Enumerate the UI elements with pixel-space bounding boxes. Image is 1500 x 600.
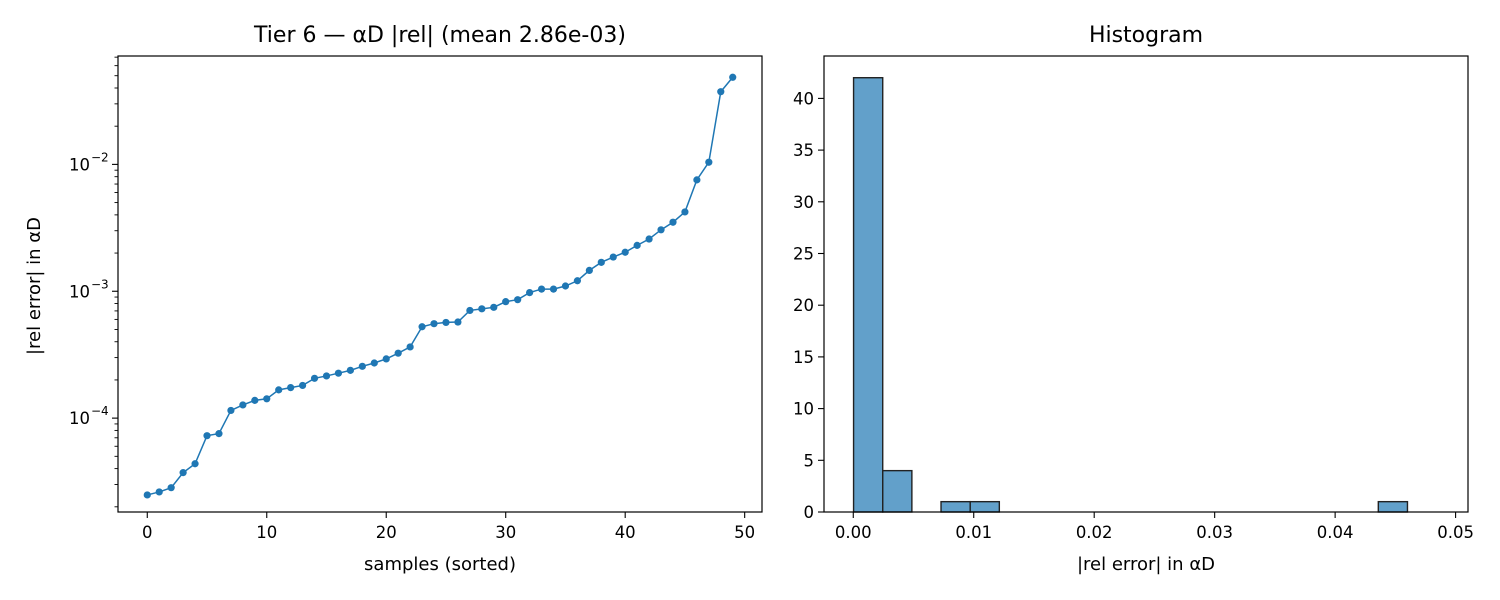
data-point [705, 158, 713, 166]
x-tick-label: 0.02 [1076, 523, 1113, 542]
line-chart-xlabel: samples (sorted) [364, 554, 516, 575]
data-point [322, 372, 331, 380]
line-chart-panel: Tier 6 — αD |rel| (mean 2.86e-03) sample… [24, 23, 763, 575]
data-point [657, 226, 665, 234]
y-tick-label: 25 [793, 244, 814, 263]
y-tick-label: 10 [69, 409, 90, 428]
y-tick-label: 20 [793, 296, 814, 315]
data-point [215, 430, 223, 438]
data-point [573, 277, 582, 285]
data-point [669, 218, 677, 226]
y-tick-label: 35 [793, 141, 814, 160]
data-point [502, 298, 510, 306]
line-chart-frame [117, 55, 763, 513]
line-chart-ylabel: |rel error| in αD [24, 217, 45, 355]
data-point [227, 406, 235, 415]
line-chart-marks [143, 73, 737, 499]
data-point [334, 369, 343, 377]
x-tick-label: 0.00 [835, 523, 872, 542]
data-point [370, 359, 378, 367]
histogram-bar [882, 469, 913, 513]
x-tick-label: 0.01 [955, 523, 992, 542]
y-tick-label: 10 [793, 400, 814, 419]
data-point [191, 460, 199, 468]
x-tick-label: 10 [256, 523, 277, 542]
data-point [287, 384, 295, 392]
data-point [275, 386, 283, 394]
histogram-panel: Histogram |rel error| in αD 0.00 0.01 0.02… [793, 23, 1474, 575]
y-tick-label: 10 [69, 282, 90, 301]
data-point [681, 208, 689, 216]
data-point [239, 401, 247, 409]
x-tick-label: 40 [615, 523, 636, 542]
data-point [155, 488, 163, 496]
data-point [442, 318, 450, 327]
data-point [251, 396, 259, 404]
data-point [454, 318, 462, 326]
histogram-title: Histogram [1089, 23, 1203, 48]
x-tick-label: 0.05 [1437, 523, 1474, 542]
y-tick-label: 40 [793, 89, 814, 108]
data-point [549, 285, 558, 293]
data-point [537, 285, 546, 293]
data-point [406, 343, 414, 351]
data-point [263, 395, 271, 403]
data-point [645, 235, 653, 243]
data-point [143, 491, 151, 499]
y-tick-label: 10 [69, 155, 90, 174]
histogram-marks [852, 77, 1409, 513]
x-tick-label: 30 [495, 523, 516, 542]
y-tick-label: 30 [793, 193, 814, 212]
histogram-xlabel: |rel error| in αD [1077, 554, 1215, 575]
data-point [358, 362, 366, 370]
data-point [346, 366, 354, 374]
data-point [729, 73, 737, 81]
data-point [167, 484, 175, 492]
data-point [394, 349, 402, 357]
y-tick-label: 15 [793, 348, 814, 367]
data-point [693, 176, 701, 184]
data-point [633, 241, 641, 249]
series-line [147, 76, 734, 496]
data-point [478, 305, 486, 313]
data-point [621, 248, 629, 256]
y-tick-label: 0 [804, 503, 815, 522]
data-point [203, 432, 211, 440]
histogram-bar [940, 500, 971, 513]
histogram-bar [852, 77, 884, 513]
histogram-ticks: 0.00 0.01 0.02 0.03 0.04 0.05 0 5 10 15 20 25 30 35 40 [793, 89, 1474, 542]
y-tick-exponent: −2 [91, 150, 109, 164]
data-point [310, 374, 319, 382]
histogram-frame [823, 55, 1469, 513]
line-chart-title: Tier 6 — αD |rel| (mean 2.86e-03) [253, 23, 626, 48]
data-point [490, 303, 498, 311]
x-tick-label: 0 [142, 523, 153, 542]
data-point [466, 306, 474, 315]
data-point [430, 320, 438, 328]
data-point [585, 266, 593, 275]
x-tick-label: 0.04 [1317, 523, 1354, 542]
y-tick-exponent: −4 [91, 404, 109, 418]
data-point [382, 355, 390, 363]
data-point [514, 296, 522, 304]
data-point [418, 323, 426, 331]
histogram-bar [1377, 500, 1409, 513]
x-tick-label: 20 [376, 523, 397, 542]
y-tick-label: 5 [804, 451, 815, 470]
data-point [561, 282, 570, 290]
data-point [597, 258, 605, 266]
x-tick-label: 50 [734, 523, 755, 542]
data-point [526, 288, 534, 297]
y-tick-exponent: −3 [91, 277, 109, 291]
x-tick-label: 0.03 [1196, 523, 1233, 542]
data-point [609, 253, 617, 261]
data-point [179, 469, 187, 477]
data-point [298, 381, 307, 390]
histogram-bar [969, 500, 1001, 513]
data-point [717, 88, 725, 96]
